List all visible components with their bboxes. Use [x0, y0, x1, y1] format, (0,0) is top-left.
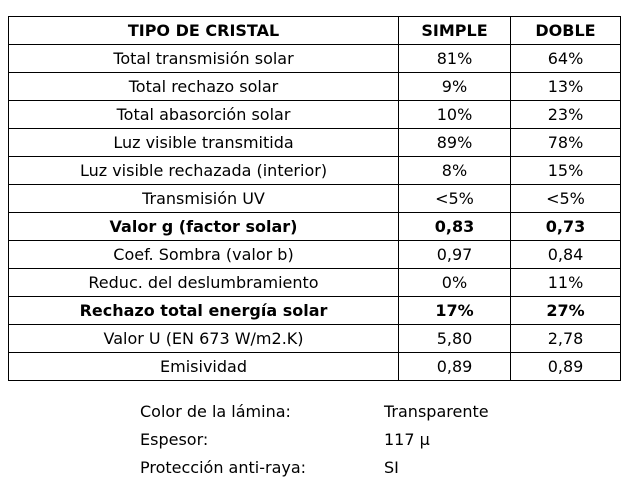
doble-value: 0,84: [510, 240, 621, 269]
row-label: Total abasorción solar: [8, 100, 399, 129]
table-body: Total transmisión solar 81% 64% Total recha…: [8, 44, 621, 381]
row-label: Total transmisión solar: [8, 44, 399, 73]
simple-value: 0,97: [398, 240, 511, 269]
property-label: Espesor:: [140, 429, 209, 449]
table-row: Valor g (factor solar) 0,83 0,73: [8, 212, 621, 241]
table-row: Transmisión UV <5% <5%: [8, 184, 621, 213]
table-row: Luz visible rechazada (interior) 8% 15%: [8, 156, 621, 185]
doble-value: 78%: [510, 128, 621, 157]
property-label: Color de la lámina:: [140, 401, 291, 421]
row-label: Transmisión UV: [8, 184, 399, 213]
simple-value: 5,80: [398, 324, 511, 353]
doble-value: 0,89: [510, 352, 621, 381]
property-row: Espesor: 117 µ: [140, 425, 489, 453]
row-label: Luz visible rechazada (interior): [8, 156, 399, 185]
simple-value: 0%: [398, 268, 511, 297]
doble-value: 11%: [510, 268, 621, 297]
doble-value: 15%: [510, 156, 621, 185]
header-doble: DOBLE: [510, 16, 621, 45]
doble-value: 2,78: [510, 324, 621, 353]
row-label: Reduc. del deslumbramiento: [8, 268, 399, 297]
film-properties: Color de la lámina: Transparente Espesor: 1…: [140, 397, 489, 481]
table-row: Rechazo total energía solar 17% 27%: [8, 296, 621, 325]
table-row: Total abasorción solar 10% 23%: [8, 100, 621, 129]
simple-value: <5%: [398, 184, 511, 213]
simple-value: 81%: [398, 44, 511, 73]
simple-value: 10%: [398, 100, 511, 129]
row-label: Valor g (factor solar): [8, 212, 399, 241]
row-label: Coef. Sombra (valor b): [8, 240, 399, 269]
table-row: Coef. Sombra (valor b) 0,97 0,84: [8, 240, 621, 269]
doble-value: 27%: [510, 296, 621, 325]
doble-value: <5%: [510, 184, 621, 213]
doble-value: 13%: [510, 72, 621, 101]
property-value: 117 µ: [384, 429, 430, 449]
row-label: Rechazo total energía solar: [8, 296, 399, 325]
row-label: Emisividad: [8, 352, 399, 381]
simple-value: 9%: [398, 72, 511, 101]
table-row: Luz visible transmitida 89% 78%: [8, 128, 621, 157]
row-label: Valor U (EN 673 W/m2.K): [8, 324, 399, 353]
property-row: Color de la lámina: Transparente: [140, 397, 489, 425]
header-glass-type: TIPO DE CRISTAL: [8, 16, 399, 45]
property-value: SI: [384, 457, 399, 477]
simple-value: 0,83: [398, 212, 511, 241]
row-label: Total rechazo solar: [8, 72, 399, 101]
table-header-row: TIPO DE CRISTAL SIMPLE DOBLE: [8, 16, 621, 45]
row-label: Luz visible transmitida: [8, 128, 399, 157]
property-row: Protección anti-raya: SI: [140, 453, 489, 481]
header-simple: SIMPLE: [398, 16, 511, 45]
property-value: Transparente: [384, 401, 489, 421]
simple-value: 8%: [398, 156, 511, 185]
table-row: Valor U (EN 673 W/m2.K) 5,80 2,78: [8, 324, 621, 353]
property-label: Protección anti-raya:: [140, 457, 307, 477]
table-row: Reduc. del deslumbramiento 0% 11%: [8, 268, 621, 297]
doble-value: 0,73: [510, 212, 621, 241]
doble-value: 23%: [510, 100, 621, 129]
simple-value: 17%: [398, 296, 511, 325]
table-row: Emisividad 0,89 0,89: [8, 352, 621, 381]
table-row: Total rechazo solar 9% 13%: [8, 72, 621, 101]
simple-value: 0,89: [398, 352, 511, 381]
glass-spec-table: TIPO DE CRISTAL SIMPLE DOBLE Total trans…: [8, 16, 621, 381]
doble-value: 64%: [510, 44, 621, 73]
table-row: Total transmisión solar 81% 64%: [8, 44, 621, 73]
simple-value: 89%: [398, 128, 511, 157]
